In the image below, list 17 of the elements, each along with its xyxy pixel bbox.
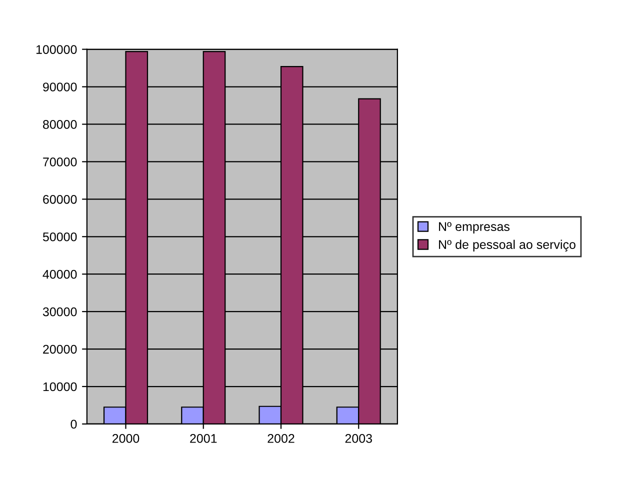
y-tick-label: 100000: [36, 45, 77, 54]
x-tick-label: 2003: [345, 434, 372, 443]
y-tick-label: 0: [70, 420, 77, 429]
y-tick-label: 20000: [43, 344, 77, 354]
x-tick-label: 2000: [112, 434, 140, 443]
y-tick-label: 40000: [42, 270, 77, 279]
legend-label: Nº empresas: [439, 222, 510, 234]
x-tick-label: 2002: [268, 434, 294, 443]
y-tick-label: 60000: [43, 194, 77, 204]
y-tick-label: 50000: [42, 232, 77, 242]
y-tick-label: 70000: [43, 158, 77, 166]
legend-label: Nº de pessoal ao serviço: [439, 240, 576, 252]
y-tick-label: 90000: [43, 82, 77, 92]
y-tick-label: 80000: [43, 120, 77, 129]
y-tick-label: 10000: [43, 382, 77, 392]
y-tick-label: 30000: [42, 307, 77, 316]
x-tick-label: 2001: [190, 434, 217, 443]
